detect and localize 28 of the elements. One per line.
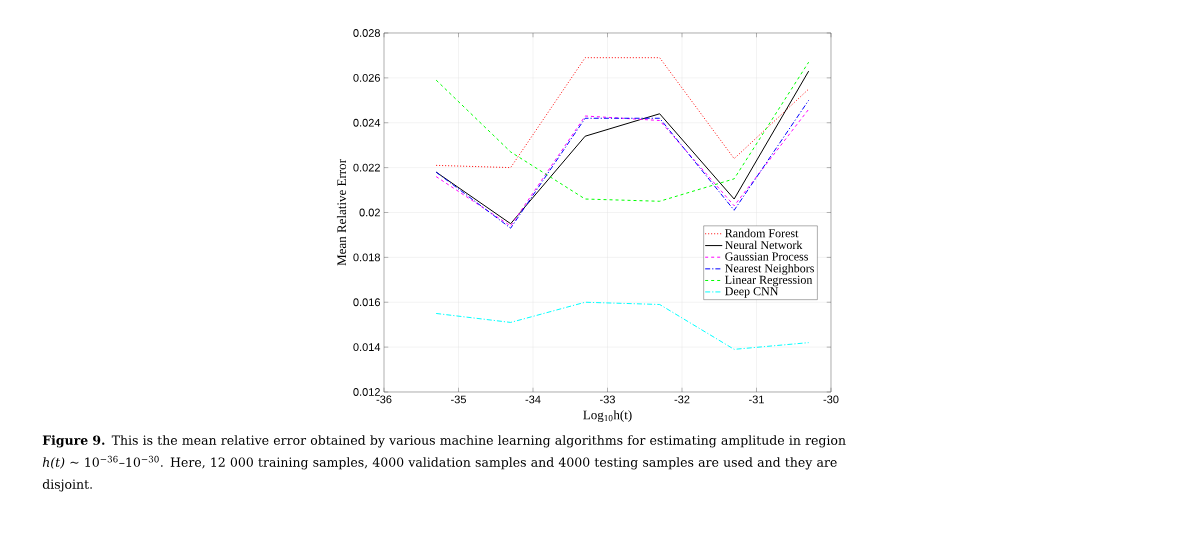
line-series: [435, 301, 810, 350]
x-tick-label: -36: [376, 395, 392, 404]
y-tick-label: 0.02: [359, 208, 380, 217]
legend-label: Gaussian Process: [725, 252, 808, 261]
legend-label: Deep CNN: [725, 287, 779, 298]
x-tick-label: -34: [525, 395, 541, 404]
legend-label: Neural Network: [725, 240, 803, 250]
y-axis-title: Mean Relative Error: [336, 159, 347, 266]
y-tick-label: 0.022: [353, 163, 380, 172]
x-tick-label: -33: [600, 395, 615, 404]
x-tick-label: -31: [749, 395, 764, 404]
y-tick-label: 0.014: [353, 343, 381, 352]
line-series: [435, 57, 810, 169]
text: Figure 9. This is the mean relative error obtained by various machine learning algorithms for estimating amplitude in region h(t) ∼ 10$^{−36}$–10$^{−30}$. Here, 12 000 training samples, 4000 validation samples and 4000 testing samples are used and they are disjoint.: [42, 435, 846, 492]
legend-label: Random Forest: [725, 228, 799, 238]
y-tick-label: 0.028: [353, 29, 380, 37]
x-axis-title: Log$_{10}$h(t): [583, 410, 632, 422]
y-tick-label: 0.024: [353, 118, 381, 127]
y-tick-label: 0.018: [353, 253, 380, 262]
x-tick-label: -30: [823, 395, 839, 404]
line-series: [435, 61, 810, 202]
x-tick-label: -32: [674, 395, 690, 404]
y-tick-label: 0.016: [353, 298, 380, 307]
y-tick-label: 0.026: [353, 73, 380, 82]
y-tick-label: 0.012: [353, 388, 380, 396]
legend-label: Nearest Neighbors: [725, 263, 814, 275]
legend-label: Linear Regression: [725, 275, 813, 287]
x-tick-label: -35: [451, 395, 466, 404]
